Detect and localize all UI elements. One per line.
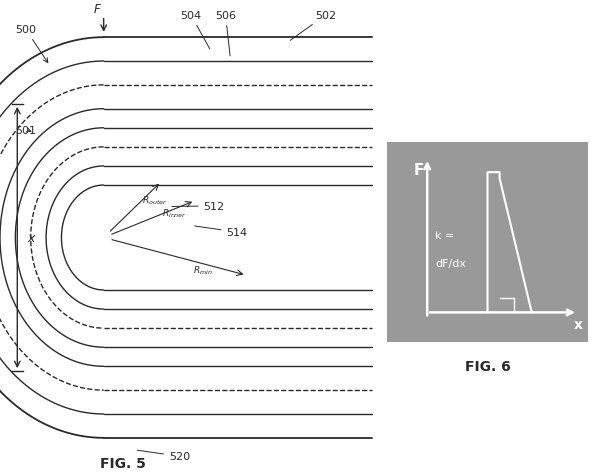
Text: 506: 506 <box>215 11 236 57</box>
Text: FIG. 6: FIG. 6 <box>464 359 511 373</box>
Text: $R_{inner}$: $R_{inner}$ <box>163 208 187 220</box>
Text: dF/dx: dF/dx <box>435 259 466 269</box>
Text: $R_{outer}$: $R_{outer}$ <box>142 194 167 206</box>
Text: 502: 502 <box>290 11 336 41</box>
Text: x: x <box>574 318 583 332</box>
Text: 500: 500 <box>16 25 48 63</box>
Text: 501: 501 <box>16 125 37 135</box>
Text: 514: 514 <box>195 227 248 238</box>
Text: 504: 504 <box>181 11 210 50</box>
Text: F: F <box>94 3 101 16</box>
Text: k =: k = <box>435 231 455 241</box>
Text: x: x <box>27 231 34 245</box>
Text: FIG. 5: FIG. 5 <box>100 456 146 470</box>
Text: $R_{min}$: $R_{min}$ <box>193 264 213 277</box>
Text: 512: 512 <box>172 201 224 211</box>
Text: 520: 520 <box>137 450 190 461</box>
Text: F: F <box>413 163 424 178</box>
